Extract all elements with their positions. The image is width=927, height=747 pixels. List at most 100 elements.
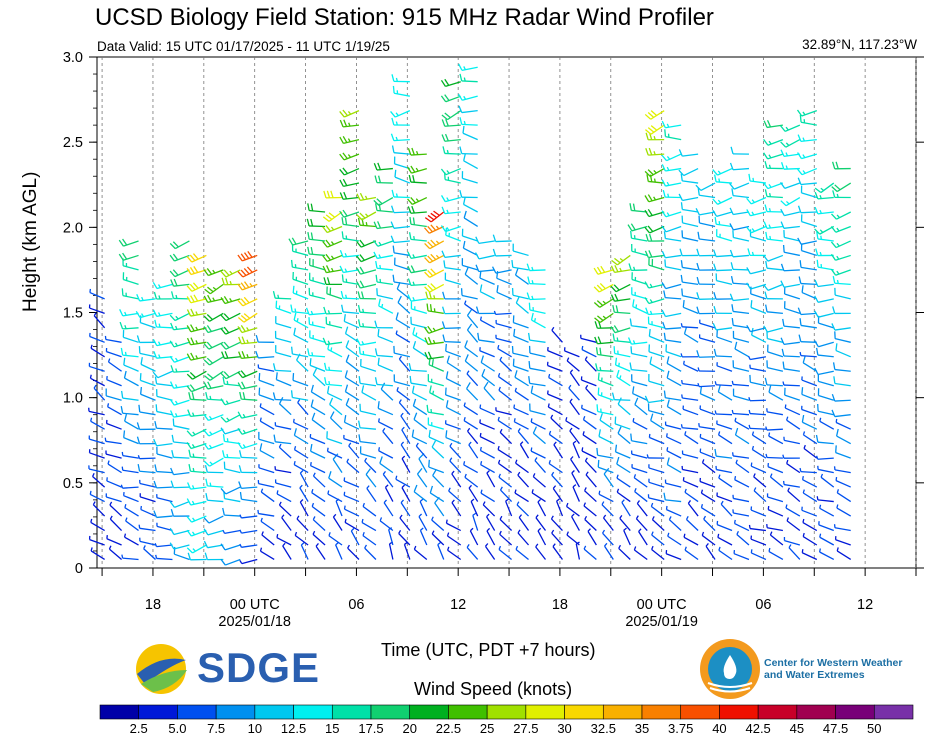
wind-barb <box>799 114 817 126</box>
wind-barb <box>782 318 800 329</box>
wind-barb <box>261 531 275 546</box>
wind-barb <box>309 443 326 459</box>
wind-barb <box>717 431 733 445</box>
wind-barb <box>449 457 462 474</box>
colorbar-tick-label: 45 <box>790 721 804 736</box>
wind-barb <box>661 225 682 233</box>
wind-barb <box>139 315 156 329</box>
wind-barb <box>699 477 716 488</box>
wind-barb <box>394 169 411 184</box>
wind-barb <box>511 345 529 358</box>
wind-barb <box>480 461 495 474</box>
wind-barb <box>413 484 428 503</box>
wind-barb <box>220 543 241 551</box>
wind-barb <box>307 203 326 213</box>
wind-barb <box>731 304 750 314</box>
wind-barb <box>137 455 156 460</box>
wind-barb <box>602 529 614 546</box>
wind-barb <box>768 432 784 445</box>
wind-barb <box>155 404 173 416</box>
wind-barb <box>479 284 495 300</box>
wind-barb <box>105 419 122 430</box>
wind-barb <box>139 493 156 503</box>
wind-barb <box>836 489 852 503</box>
wind-barb <box>714 381 733 387</box>
wind-barb <box>786 517 801 532</box>
wind-barb <box>746 267 767 275</box>
wind-barb <box>448 487 462 503</box>
wind-barb <box>393 345 410 358</box>
wind-barb <box>377 357 394 372</box>
wind-barb <box>309 272 326 286</box>
colorbar-tick-label: 27.5 <box>513 721 538 736</box>
wind-barb <box>292 271 309 286</box>
wind-barb <box>479 347 495 358</box>
wind-barb <box>530 385 546 401</box>
wind-barb <box>648 464 665 474</box>
wind-barb <box>593 265 614 275</box>
wind-barb <box>310 399 326 416</box>
wind-barb <box>818 521 834 532</box>
wind-barb <box>186 498 207 506</box>
wind-barb <box>663 492 682 503</box>
wind-barb <box>815 248 834 257</box>
wind-barb <box>169 355 190 363</box>
wind-barb <box>678 193 699 202</box>
wind-barb <box>602 514 614 531</box>
wind-barb <box>343 505 360 517</box>
wind-barb <box>123 357 139 372</box>
wind-barb <box>835 418 851 430</box>
wind-barb <box>459 189 478 199</box>
wind-barb <box>443 260 461 271</box>
wind-barb <box>801 387 818 401</box>
wind-barb <box>293 428 309 445</box>
wind-barb <box>836 504 852 517</box>
wind-barb <box>748 524 767 532</box>
wind-barb <box>378 298 394 314</box>
wind-barb <box>357 420 376 430</box>
wind-barb <box>239 558 258 565</box>
wind-barb <box>88 535 105 546</box>
wind-barb <box>765 426 783 431</box>
wind-barb <box>734 427 750 445</box>
wind-barb <box>457 93 478 101</box>
wind-barb <box>730 262 749 271</box>
wind-barb <box>733 550 750 561</box>
wind-barb <box>397 295 411 314</box>
wind-barb <box>89 332 105 343</box>
wind-barb <box>631 243 648 257</box>
wind-barb <box>221 450 241 459</box>
wind-barb <box>441 321 461 330</box>
wind-barb <box>425 291 444 300</box>
wind-barb <box>782 381 800 387</box>
wind-barb <box>171 434 190 445</box>
wind-barb <box>764 161 783 170</box>
wind-barb <box>814 206 834 215</box>
wind-barb <box>469 527 479 546</box>
wind-barb <box>814 225 835 235</box>
wind-barb <box>499 356 513 372</box>
wind-barb <box>424 336 444 345</box>
wind-barb <box>644 194 665 203</box>
wind-barb <box>583 502 597 517</box>
wind-barb <box>407 205 427 214</box>
wind-barb <box>801 405 818 416</box>
wind-barb <box>407 278 427 287</box>
wind-barb <box>553 441 564 459</box>
wind-barb <box>152 309 173 318</box>
wind-barb <box>596 447 614 459</box>
wind-barb <box>514 387 529 401</box>
wind-barb <box>748 173 767 184</box>
wind-barb <box>374 320 393 329</box>
wind-barb <box>636 500 648 517</box>
wind-barb <box>713 174 733 184</box>
wind-barb <box>499 428 513 445</box>
wind-barb <box>383 499 394 517</box>
wind-barb <box>346 458 360 474</box>
wind-barb <box>466 544 479 560</box>
wind-barb <box>699 386 716 401</box>
wind-barb <box>143 545 156 560</box>
wind-barb <box>818 548 835 561</box>
wind-barb <box>680 202 699 213</box>
wind-barb <box>154 319 173 329</box>
